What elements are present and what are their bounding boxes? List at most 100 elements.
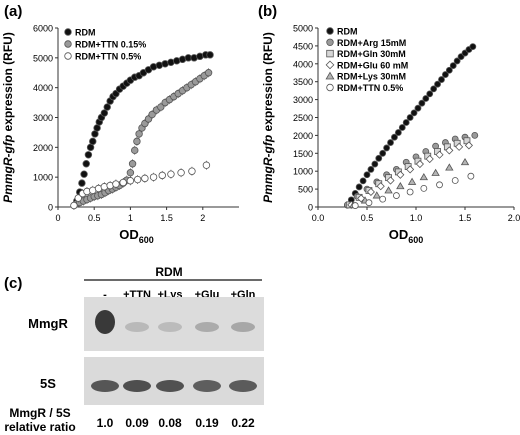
x-tick-label: 1 [128,213,133,223]
data-point [419,172,429,181]
data-point [407,177,417,185]
blot-lane-label: - [103,289,107,301]
data-point [359,177,367,185]
legend-label: RDM [337,27,358,37]
data-point [435,150,444,159]
y-tick-label: 500 [298,185,313,195]
data-point [425,154,434,164]
data-point [351,202,359,209]
y-tick-label: 3000 [33,113,53,123]
data-point [89,137,97,146]
x-tick-label: 0.5 [88,213,101,223]
panel-a: (a) 0 1000 2000 3000 4000 5000 6000 0 0.5 1 1.5 2 Pm… [1,3,239,245]
data-point [376,182,385,191]
data-point [418,99,426,107]
y-tick-label: 1000 [33,173,53,183]
data-point [422,95,430,102]
blot-row-label-mmgr: MmgR [28,316,68,331]
data-point [157,103,165,111]
panel-a-label: (a) [4,3,22,20]
legend-marker [326,49,334,58]
data-point [445,163,454,171]
data-point [441,71,449,78]
data-point [206,51,214,59]
y-axis-title-rest: expression (RFU) [1,32,15,135]
x-axis-title: OD600 [119,227,154,245]
data-point [128,160,137,168]
blot-band-5s [123,380,151,392]
data-point [112,180,120,188]
y-tick-label: 5000 [293,24,313,34]
blot-ratio-value: 0.22 [231,416,255,430]
data-point [119,178,127,187]
y-axis-title-rest: expression (RFU) [261,32,275,135]
legend-label: RDM+TTN 0.15% [75,40,146,50]
data-point [394,129,402,136]
blot-row-label-5s: 5S [40,376,56,391]
x-axis-title-main: OD [119,227,139,242]
data-point [426,90,434,98]
data-point [204,69,213,77]
legend-label: RDM+Glu 60 mM [337,60,408,70]
x-tick-label: 2 [200,213,205,223]
y-tick-label: 3000 [293,95,313,105]
blot-band-mmgr [231,322,255,332]
legend-marker [64,52,72,60]
x-tick-label: 0 [55,213,60,223]
data-point [383,144,391,152]
data-point [70,201,78,210]
data-point [365,199,373,207]
panel-b-plot: 0 500 1000 1500 2000 2500 3000 3500 4000 4500 5000… [261,24,520,246]
data-point [434,80,441,88]
series-2 [70,160,211,210]
data-point [126,168,135,177]
legend-marker [326,38,334,46]
y-tick-label: 2000 [293,131,313,141]
x-tick-label: 1.5 [459,213,472,223]
legend-marker [64,28,72,36]
blot-band-mmgr [95,310,115,334]
x-tick-label: 2.0 [508,213,520,223]
blot-band-mmgr [195,322,219,332]
data-point [396,181,405,190]
blot-band-mmgr [125,322,149,332]
data-point [84,151,93,159]
y-tick-label: 6000 [33,24,53,34]
data-point [386,176,395,185]
blot-band-5s [193,380,221,392]
data-point [80,170,88,178]
data-point [188,167,196,175]
panel-b: (b) 0 500 1000 1500 2000 2500 3000 3500 4000 4500… [258,3,520,245]
data-point [78,179,86,187]
blot-band-5s [229,380,257,392]
data-point [430,85,438,93]
legend-marker [326,83,334,92]
legend-marker [325,60,335,70]
data-point [406,114,414,121]
data-point [451,177,459,184]
data-point [375,154,383,162]
legend-label: RDM+Gln 30mM [337,49,406,59]
y-tick-label: 4000 [33,83,53,93]
y-tick-label: 4500 [293,41,313,51]
y-tick-label: 4000 [293,59,313,69]
data-point [103,103,111,111]
legend-marker [326,27,334,35]
data-point [363,171,371,179]
y-tick-label: 0 [308,203,313,213]
y-axis-title-italic: PmmgR-gfp [261,135,275,203]
data-point [387,139,394,146]
blot-band-5s [156,380,184,392]
x-tick-label: 1.5 [160,213,173,223]
data-point [415,159,424,169]
x-axis-title-main: OD [389,227,409,242]
data-point [177,168,185,177]
data-point [372,191,381,199]
data-point [367,166,375,173]
x-tick-label: 0.5 [361,213,374,223]
data-point [391,133,398,141]
legend-label: RDM+Lys 30mM [337,72,406,82]
y-tick-label: 2500 [293,113,313,123]
y-tick-label: 1500 [293,149,313,159]
data-point [438,76,445,83]
